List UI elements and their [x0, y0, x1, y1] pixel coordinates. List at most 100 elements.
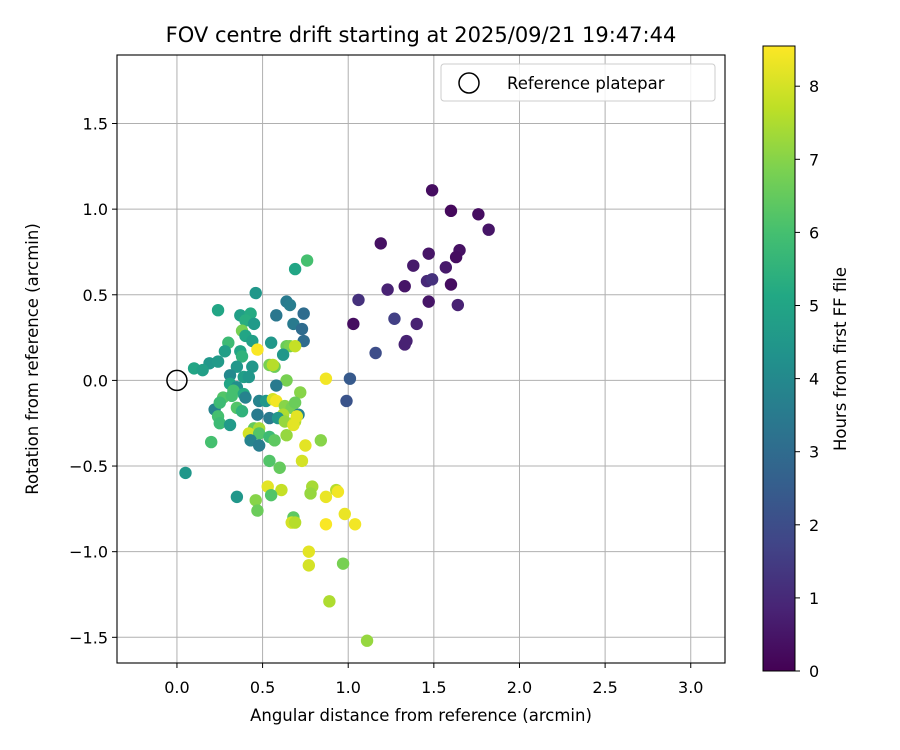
- scatter-point-114: [295, 454, 309, 468]
- x-tick-label-1: 0.5: [250, 678, 275, 697]
- scatter-point-50: [218, 345, 232, 358]
- scatter-point-4: [374, 237, 387, 250]
- scatter-point-32: [270, 309, 283, 322]
- scatter-point-75: [225, 389, 238, 403]
- scatter-point-132: [348, 518, 362, 531]
- scatter-point-33: [297, 307, 310, 320]
- colorbar-gradient: [762, 45, 796, 672]
- y-axis-label: Rotation from reference (arcmin): [23, 223, 42, 495]
- legend-reference-circle-icon: [458, 72, 480, 94]
- scatter-point-137: [360, 634, 374, 647]
- scatter-point-22: [398, 338, 411, 351]
- scatter-point-25: [340, 394, 353, 408]
- scatter-points: [179, 184, 495, 647]
- scatter-point-109: [252, 439, 266, 452]
- scatter-point-124: [331, 485, 345, 498]
- scatter-point-53: [235, 350, 249, 363]
- x-axis-ticks: 0.0 0.5 1.0 1.5 2.0 2.5 3.0: [164, 663, 703, 697]
- colorbar: 0 1 2 3 4 5 6 7 8 Hours from first FF file: [762, 45, 850, 681]
- scatter-point-3: [482, 223, 495, 236]
- scatter-point-11: [425, 273, 439, 286]
- scatter-point-8: [407, 259, 420, 272]
- legend: Reference platepar: [440, 63, 716, 102]
- scatter-point-62: [266, 358, 280, 372]
- plot-frame: [116, 54, 726, 664]
- scatter-point-87: [235, 405, 249, 418]
- scatter-point-135: [336, 557, 350, 570]
- scatter-point-71: [294, 386, 307, 399]
- scatter-point-20: [410, 317, 423, 331]
- x-tick-label-2: 1.0: [335, 678, 360, 697]
- colorbar-tick-label-2: 2: [809, 516, 819, 535]
- scatter-point-106: [280, 429, 293, 442]
- scatter-point-133: [302, 545, 316, 558]
- y-tick-label-4: 0.5: [83, 286, 108, 305]
- scatter-point-92: [263, 411, 276, 425]
- scatter-point-2: [472, 208, 485, 221]
- scatter-point-115: [179, 466, 192, 480]
- colorbar-tick-label-7: 7: [809, 150, 819, 169]
- scatter-point-101: [287, 418, 300, 432]
- x-tick-label-5: 2.5: [592, 678, 617, 697]
- scatter-point-5: [422, 247, 435, 260]
- scatter-point-19: [347, 317, 360, 331]
- y-tick-label-1: −1.0: [69, 543, 108, 562]
- scatter-point-134: [302, 559, 316, 572]
- y-tick-label-6: 1.5: [83, 115, 108, 134]
- scatter-point-16: [451, 298, 465, 312]
- scatter-point-12: [444, 278, 458, 291]
- colorbar-tick-label-6: 6: [809, 223, 819, 242]
- scatter-point-130: [288, 516, 302, 529]
- scatter-point-65: [242, 370, 256, 384]
- colorbar-tick-label-0: 0: [809, 662, 819, 681]
- colorbar-tick-label-8: 8: [809, 77, 819, 96]
- scatter-point-69: [270, 379, 283, 392]
- scatter-point-18: [388, 312, 401, 325]
- chart-title: FOV centre drift starting at 2025/09/21 …: [166, 23, 677, 47]
- scatter-point-136: [323, 595, 336, 608]
- grid-lines: [117, 55, 725, 663]
- colorbar-ticks: 0 1 2 3 4 5 6 7 8: [795, 77, 819, 681]
- scatter-point-125: [249, 494, 262, 507]
- scatter-point-15: [422, 295, 435, 308]
- reference-platepar-marker: [166, 369, 188, 392]
- x-axis-label: Angular distance from reference (arcmin): [250, 706, 592, 725]
- x-tick-label-6: 3.0: [678, 678, 703, 697]
- scatter-point-89: [251, 408, 264, 421]
- scatter-point-57: [246, 360, 259, 373]
- colorbar-tick-label-3: 3: [809, 443, 819, 462]
- scatter-point-110: [299, 439, 312, 452]
- scatter-point-17: [352, 293, 365, 307]
- scatter-point-117: [275, 483, 288, 497]
- scatter-point-86: [288, 396, 302, 409]
- colorbar-tick-label-4: 4: [809, 370, 819, 389]
- scatter-point-37: [247, 317, 261, 331]
- scatter-point-63: [223, 369, 237, 382]
- scatter-point-126: [251, 504, 264, 517]
- scatter-point-95: [223, 418, 237, 432]
- scatter-point-67: [319, 372, 333, 385]
- scatter-point-27: [288, 262, 302, 276]
- scatter-point-56: [230, 360, 244, 373]
- scatter-point-107: [204, 435, 218, 449]
- scatter-point-122: [304, 487, 317, 500]
- scatter-point-52: [276, 348, 290, 361]
- scatter-point-131: [319, 518, 333, 531]
- scatter-point-7: [449, 250, 463, 264]
- scatter-point-128: [338, 507, 351, 521]
- scatter-point-14: [381, 283, 394, 296]
- colorbar-tick-label-1: 1: [809, 589, 819, 608]
- y-tick-label-0: −1.5: [69, 628, 108, 647]
- scatter-point-23: [369, 346, 382, 360]
- x-tick-label-0: 0.0: [164, 678, 189, 697]
- scatter-point-111: [314, 434, 328, 447]
- y-tick-label-2: −0.5: [69, 457, 108, 476]
- scatter-point-61: [196, 363, 209, 377]
- y-tick-label-3: 0.0: [83, 371, 108, 390]
- scatter-point-48: [288, 339, 302, 353]
- scatter-point-113: [273, 461, 286, 474]
- scatter-point-30: [283, 298, 297, 312]
- scatter-point-103: [252, 427, 266, 440]
- y-tick-label-5: 1.0: [83, 200, 108, 219]
- scatter-point-120: [230, 490, 244, 504]
